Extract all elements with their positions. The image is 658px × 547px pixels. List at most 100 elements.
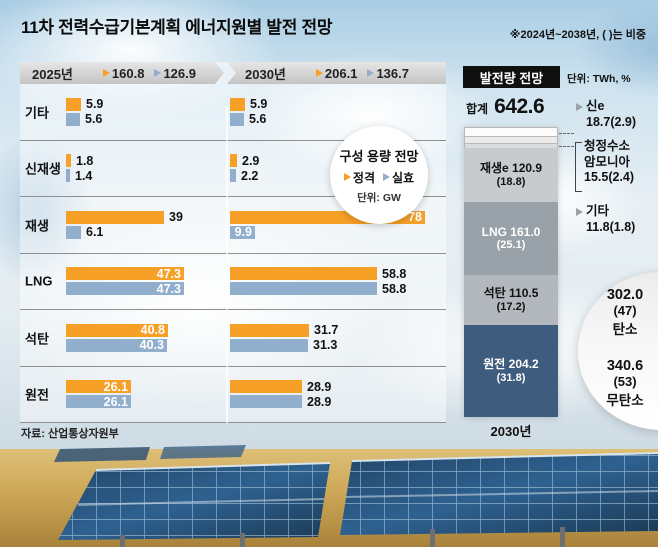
generation-year-label: 2030년 [490, 424, 532, 439]
carbon-free-label: 무탄소 [606, 393, 644, 408]
bar-value: 5.9 [250, 97, 268, 112]
rated-bar: 47.3 [66, 266, 184, 281]
rated-marker-icon [103, 69, 110, 77]
capacity-chart-header: 2025년 160.8 126.9 2030년 206.1 136.7 [20, 62, 446, 84]
bar-group: 28.9 28.9 [230, 378, 444, 410]
bar-line: 9.9 [230, 225, 444, 239]
connector-line [559, 146, 574, 147]
category-label: 원전 [25, 387, 49, 403]
generation-unit: 단위: TWh, % [567, 73, 631, 85]
rated-bar [230, 97, 245, 111]
total-effective-2025: 126.9 [163, 65, 196, 81]
bar-value: 6.1 [86, 225, 104, 240]
annotation-marker-icon [576, 207, 583, 216]
bar-line: 58.8 [230, 281, 444, 296]
generation-segment: 재생e 120.9 (18.8) [464, 147, 558, 203]
rated-marker-icon [343, 173, 351, 181]
legend-effective-label: 실효 [392, 170, 415, 185]
rated-bar [66, 97, 81, 111]
effective-bar [66, 225, 81, 239]
legend-rated-label: 정격 [352, 170, 375, 185]
bar-value: 5.6 [85, 112, 103, 127]
capacity-row: 석탄 40.8 40.3 31.7 31.3 [20, 310, 446, 367]
bar-line: 1.8 [66, 153, 224, 168]
bar-line: 40.8 [66, 323, 224, 338]
bar-value: 47.3 [156, 266, 181, 281]
total-rated-2025: 160.8 [111, 65, 145, 81]
bar-value: 1.8 [76, 153, 94, 168]
bar-line: 31.7 [230, 323, 444, 337]
effective-marker-icon [383, 173, 390, 181]
capacity-row: 원전 26.1 26.1 28.9 28.9 [20, 367, 446, 423]
generation-total-value: 642.6 [494, 95, 545, 118]
generation-segment: 원전 204.2 (31.8) [464, 325, 558, 418]
period-note: ※2024년~2038년, ( )는 비중 [509, 29, 646, 41]
bar-line: 5.6 [66, 112, 224, 127]
effective-bar: 40.3 [66, 338, 167, 353]
category-label: LNG [25, 273, 53, 289]
annotation-marker-icon [576, 102, 583, 111]
effective-marker-icon [154, 69, 161, 77]
legend-title: 구성 용량 전망 [339, 148, 419, 164]
bar-value: 40.8 [140, 323, 165, 338]
generation-stacked-bar: 재생e 120.9 (18.8) LNG 161.0 (25.1) 석탄 110.5 (1… [464, 127, 558, 418]
column-2030-totals: 206.1 136.7 [315, 66, 409, 81]
annotation-etc: 기타 11.8(1.8) [576, 204, 635, 235]
legend-unit: 단위: GW [357, 191, 401, 204]
bar-group: 40.8 40.3 [66, 322, 224, 354]
effective-bar [66, 112, 80, 126]
bar-line: 40.3 [66, 338, 224, 353]
effective-bar [230, 338, 308, 352]
generation-total-label: 합계 [466, 102, 489, 116]
bar-line: 6.1 [66, 225, 224, 240]
bar-value: 47.3 [156, 281, 181, 296]
effective-bar [66, 169, 70, 183]
bar-value: 5.6 [249, 112, 267, 127]
bar-group: 58.8 58.8 [230, 265, 444, 297]
capacity-row: LNG 47.3 47.3 58.8 58.8 [20, 254, 446, 310]
category-label: 기타 [25, 105, 49, 121]
bar-group: 26.1 26.1 [66, 378, 224, 410]
bar-line: 26.1 [66, 379, 224, 394]
rated-bar [66, 154, 71, 168]
source-credit: 자료: 산업통상자원부 [21, 428, 119, 440]
solar-panel-field-photo [0, 445, 658, 547]
bar-group: 5.9 5.6 [230, 96, 444, 128]
bar-group: 31.7 31.3 [230, 322, 444, 354]
bar-group: 47.3 47.3 [66, 265, 224, 297]
column-2030-header: 2030년 206.1 136.7 [227, 62, 446, 84]
segment-label: 원전 204.2 [483, 357, 539, 371]
bar-value: 26.1 [103, 394, 128, 409]
bar-line: 5.9 [230, 97, 444, 112]
bar-value: 26.1 [103, 379, 128, 394]
bar-line: 26.1 [66, 394, 224, 409]
bar-line: 1.4 [66, 168, 224, 183]
bar-line: 47.3 [66, 266, 224, 281]
generation-segment [464, 135, 558, 143]
annotation-new-energy: 신e 18.7(2.9) [576, 99, 636, 130]
new-energy-label: 신e [586, 99, 605, 113]
column-2030-label: 2030년 [245, 66, 286, 82]
segment-share: (18.8) [496, 175, 526, 188]
bar-value: 2.2 [241, 168, 259, 183]
bar-value: 58.8 [382, 266, 407, 281]
bar-value: 58.8 [382, 281, 407, 296]
bar-group: 5.9 5.6 [66, 96, 224, 128]
bar-value: 1.4 [75, 168, 93, 183]
effective-bar [230, 169, 236, 183]
generation-panel-title: 발전량 전망 [463, 66, 560, 88]
hydrogen-bracket-icon [575, 142, 582, 192]
column-2025-label: 2025년 [32, 66, 73, 82]
effective-bar [230, 112, 244, 126]
legend-series: 정격 실효 [343, 169, 415, 186]
bar-line: 39 [66, 210, 224, 224]
rated-marker-icon [315, 69, 323, 77]
effective-bar: 26.1 [66, 394, 131, 409]
segment-share: (25.1) [496, 239, 526, 252]
column-2025-header: 2025년 160.8 126.9 [20, 62, 224, 84]
bar-value: 40.3 [139, 338, 164, 353]
rated-bar [230, 267, 377, 281]
rated-bar: 26.1 [66, 379, 131, 394]
connector-line [559, 133, 574, 134]
